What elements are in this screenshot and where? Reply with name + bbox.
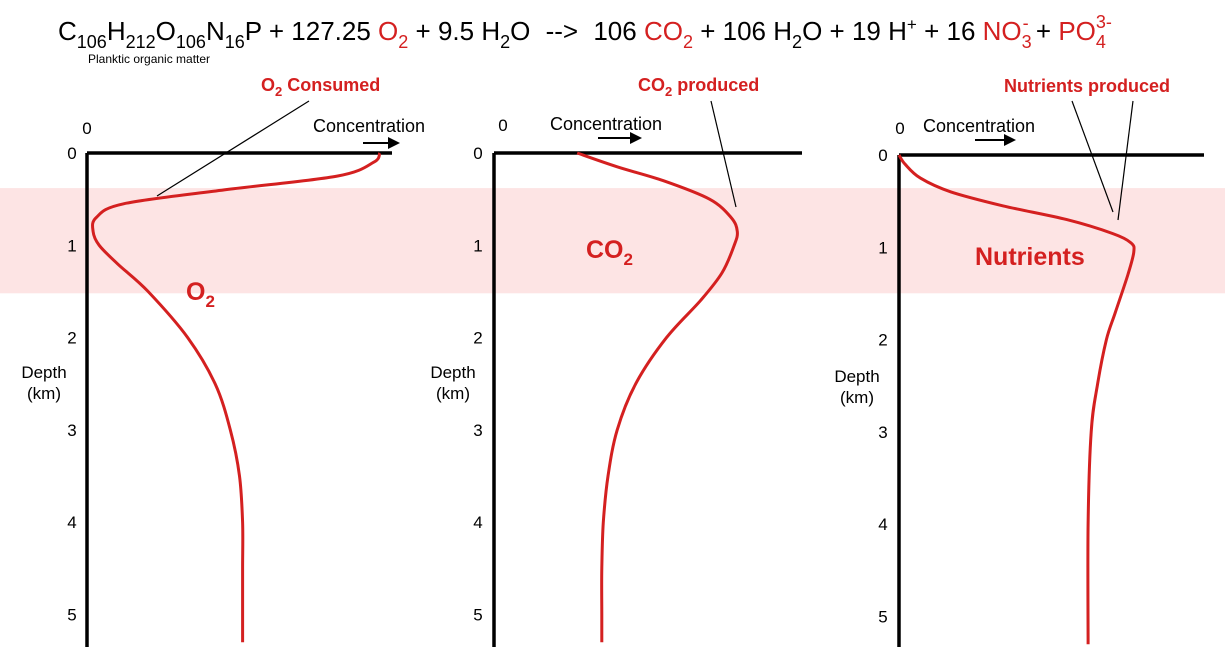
x-origin-label: 0 bbox=[498, 116, 507, 135]
y-tick-label: 0 bbox=[878, 146, 887, 165]
y-tick-label: 1 bbox=[67, 236, 76, 255]
organic-matter-note: Planktic organic matter bbox=[88, 52, 210, 66]
x-origin-label: 0 bbox=[895, 119, 904, 138]
y-tick-label: 2 bbox=[473, 329, 482, 348]
panel-co2: 0 Concentration 0 1 2 3 4 5 Depth (km) CO2 bbox=[430, 114, 802, 647]
x-axis-title: Concentration bbox=[313, 116, 425, 136]
eq-co2: CO bbox=[644, 16, 683, 46]
curve-label-co2: CO2 bbox=[586, 236, 633, 269]
callout-nutrients-produced: Nutrients produced bbox=[1004, 76, 1170, 96]
panel-nutrients: 0 Concentration 0 1 2 3 4 5 Depth (km) Nutrients bbox=[834, 116, 1204, 647]
eq-no3: NO bbox=[983, 16, 1022, 46]
y-axis-title-units: (km) bbox=[436, 384, 470, 403]
y-tick-label: 3 bbox=[67, 421, 76, 440]
concentration-arrow-head bbox=[630, 132, 642, 144]
y-tick-label: 3 bbox=[473, 421, 482, 440]
y-axis-title-depth: Depth bbox=[430, 363, 475, 382]
callout-o2-consumed: O2 Consumed bbox=[261, 75, 380, 99]
panel-o2: 0 Concentration 0 1 2 3 4 5 Depth (km) O2 bbox=[21, 116, 425, 647]
callout-co2-produced: CO2 produced bbox=[638, 75, 759, 99]
y-tick-label: 5 bbox=[67, 606, 76, 625]
curve-label-nutrients: Nutrients bbox=[975, 243, 1085, 271]
x-axis-title: Concentration bbox=[923, 116, 1035, 136]
x-origin-label: 0 bbox=[82, 119, 91, 138]
profile-curve-nutrients bbox=[897, 154, 1136, 645]
y-tick-label: 5 bbox=[878, 608, 887, 627]
x-axis-title: Concentration bbox=[550, 114, 662, 134]
y-tick-label: 5 bbox=[473, 606, 482, 625]
curve-label-o2: O2 bbox=[186, 278, 215, 311]
leader-nutrients-2 bbox=[1117, 100, 1134, 221]
y-tick-label: 4 bbox=[473, 513, 482, 532]
y-tick-label: 0 bbox=[67, 144, 76, 163]
y-axis-title-depth: Depth bbox=[834, 367, 879, 386]
y-tick-label: 4 bbox=[878, 515, 887, 534]
eq-o2: O bbox=[378, 16, 398, 46]
depth-highlight-band bbox=[0, 188, 1225, 294]
concentration-arrow-head bbox=[1004, 134, 1016, 146]
leader-o2 bbox=[156, 100, 310, 197]
y-tick-label: 2 bbox=[67, 329, 76, 348]
y-axis-title-depth: Depth bbox=[21, 363, 66, 382]
y-tick-label: 4 bbox=[67, 513, 76, 532]
y-tick-label: 1 bbox=[473, 236, 482, 255]
y-tick-label: 3 bbox=[878, 423, 887, 442]
y-axis-title-units: (km) bbox=[27, 384, 61, 403]
concentration-arrow-head bbox=[388, 137, 400, 149]
profile-curve-co2 bbox=[576, 151, 739, 643]
profile-curve-o2 bbox=[91, 152, 382, 643]
y-tick-label: 1 bbox=[878, 238, 887, 257]
reaction-equation: C106H212O106N16P + 127.25 O2 + 9.5 H2O -… bbox=[58, 5, 1112, 54]
y-tick-label: 0 bbox=[473, 144, 482, 163]
y-axis-title-units: (km) bbox=[840, 388, 874, 407]
eq-po4: PO bbox=[1058, 16, 1096, 46]
y-tick-label: 2 bbox=[878, 331, 887, 350]
